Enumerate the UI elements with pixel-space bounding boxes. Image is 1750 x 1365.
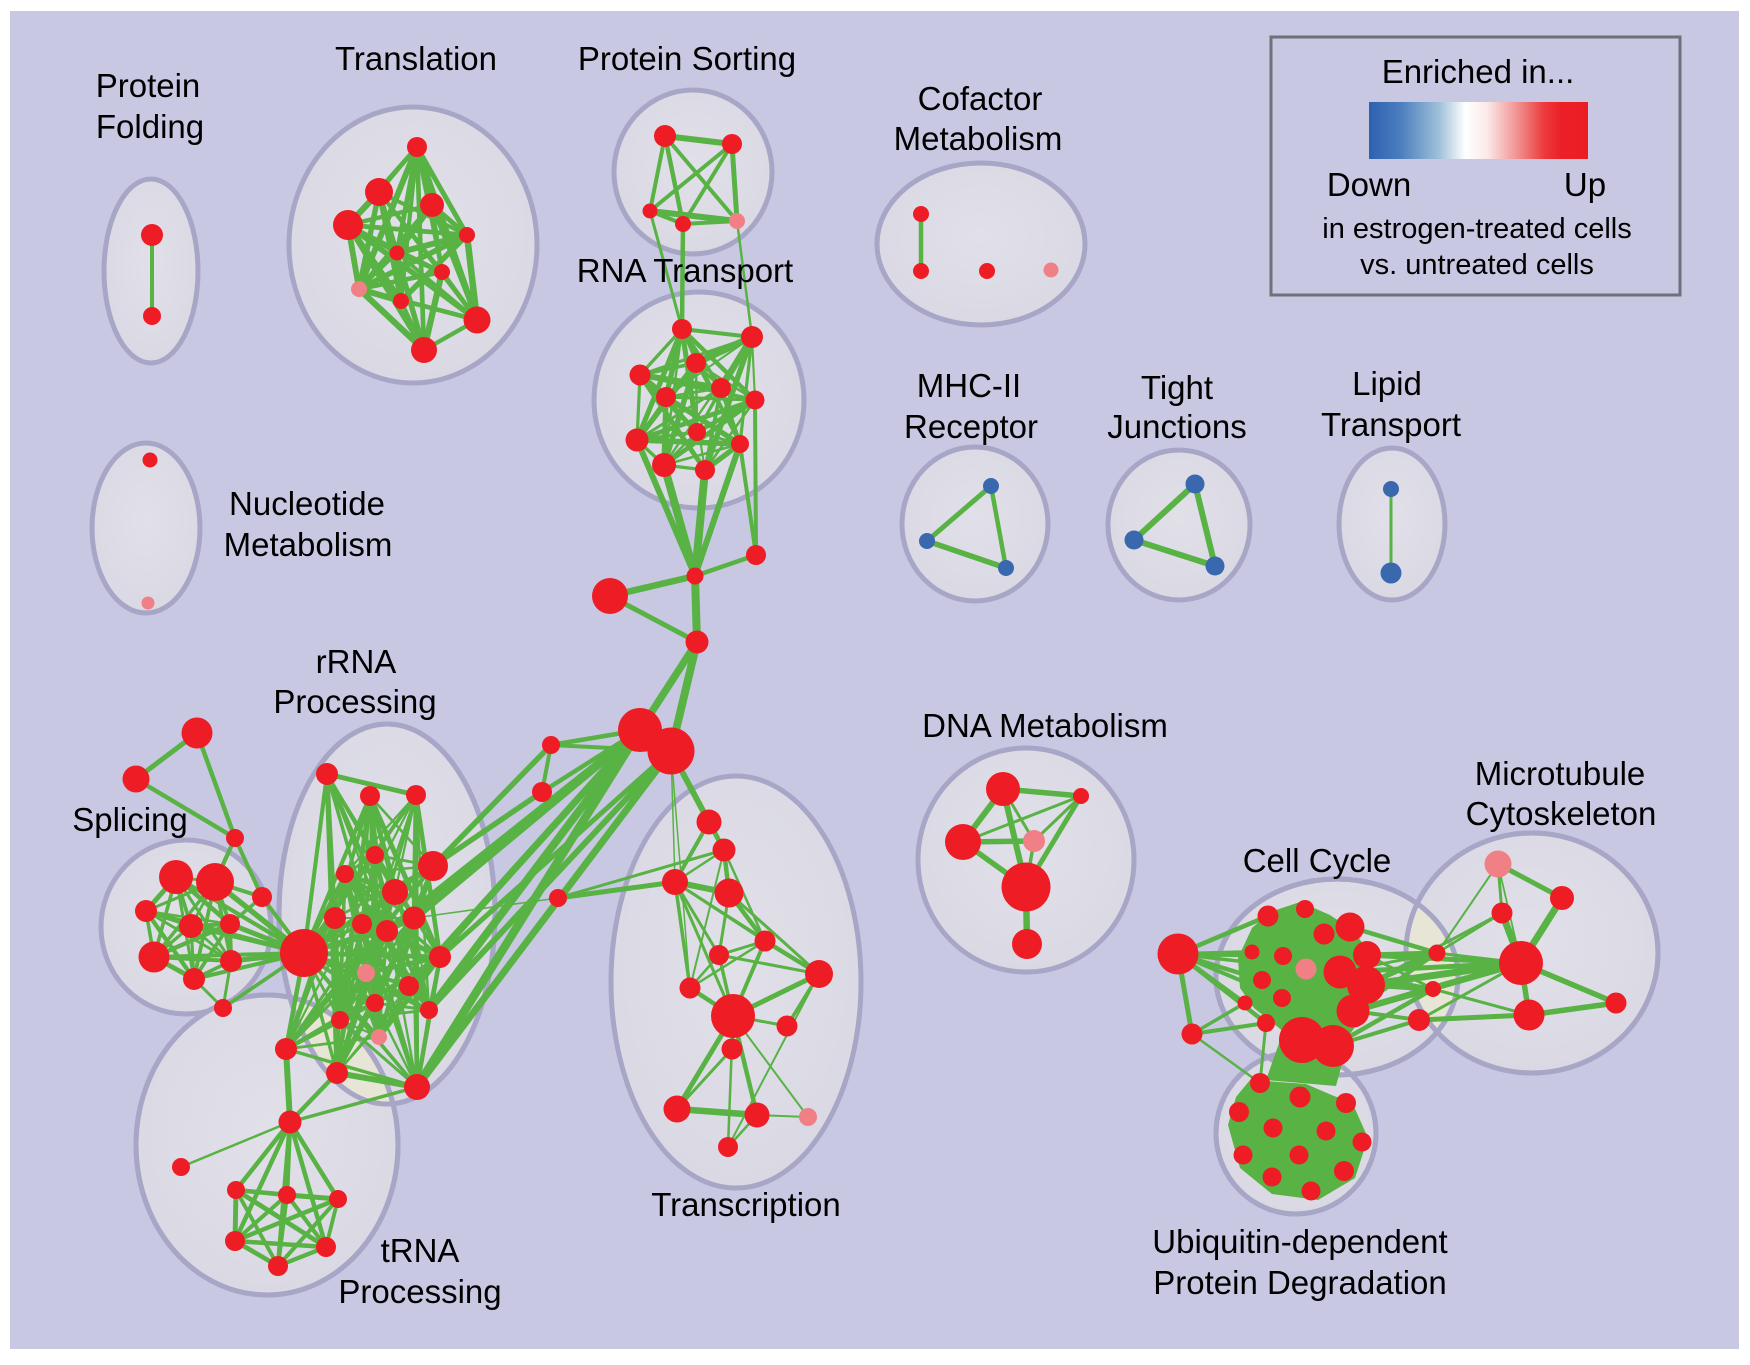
svg-text:Processing: Processing (273, 683, 436, 720)
svg-text:Metabolism: Metabolism (894, 120, 1063, 157)
svg-text:RNA Transport: RNA Transport (577, 252, 793, 289)
svg-text:Translation: Translation (335, 40, 497, 77)
svg-text:Nucleotide: Nucleotide (229, 485, 385, 522)
svg-text:Cell Cycle: Cell Cycle (1243, 842, 1392, 879)
svg-text:Transcription: Transcription (651, 1186, 841, 1223)
svg-text:rRNA: rRNA (316, 643, 397, 680)
svg-text:Ubiquitin-dependent: Ubiquitin-dependent (1152, 1223, 1447, 1260)
svg-text:Junctions: Junctions (1107, 408, 1246, 445)
svg-text:Microtubule: Microtubule (1475, 755, 1646, 792)
svg-text:Cytoskeleton: Cytoskeleton (1466, 795, 1657, 832)
svg-text:Protein: Protein (96, 67, 201, 104)
svg-text:Transport: Transport (1321, 406, 1461, 443)
svg-text:Protein Degradation: Protein Degradation (1153, 1264, 1447, 1301)
svg-text:Splicing: Splicing (72, 801, 188, 838)
svg-text:Lipid: Lipid (1352, 365, 1422, 402)
svg-text:Up: Up (1564, 166, 1606, 203)
svg-text:Enriched in...: Enriched in... (1382, 53, 1575, 90)
svg-text:vs. untreated cells: vs. untreated cells (1360, 249, 1594, 281)
svg-text:tRNA: tRNA (381, 1232, 460, 1269)
svg-text:Protein Sorting: Protein Sorting (578, 40, 796, 77)
svg-text:Metabolism: Metabolism (224, 526, 393, 563)
svg-text:Cofactor: Cofactor (918, 80, 1043, 117)
svg-text:Tight: Tight (1141, 369, 1213, 406)
svg-text:in estrogen-treated cells: in estrogen-treated cells (1322, 213, 1632, 245)
svg-text:DNA Metabolism: DNA Metabolism (922, 707, 1168, 744)
svg-text:Processing: Processing (338, 1273, 501, 1310)
svg-text:Folding: Folding (96, 108, 204, 145)
svg-text:Down: Down (1327, 166, 1411, 203)
svg-text:Receptor: Receptor (904, 408, 1038, 445)
svg-text:MHC-II: MHC-II (917, 367, 1021, 404)
